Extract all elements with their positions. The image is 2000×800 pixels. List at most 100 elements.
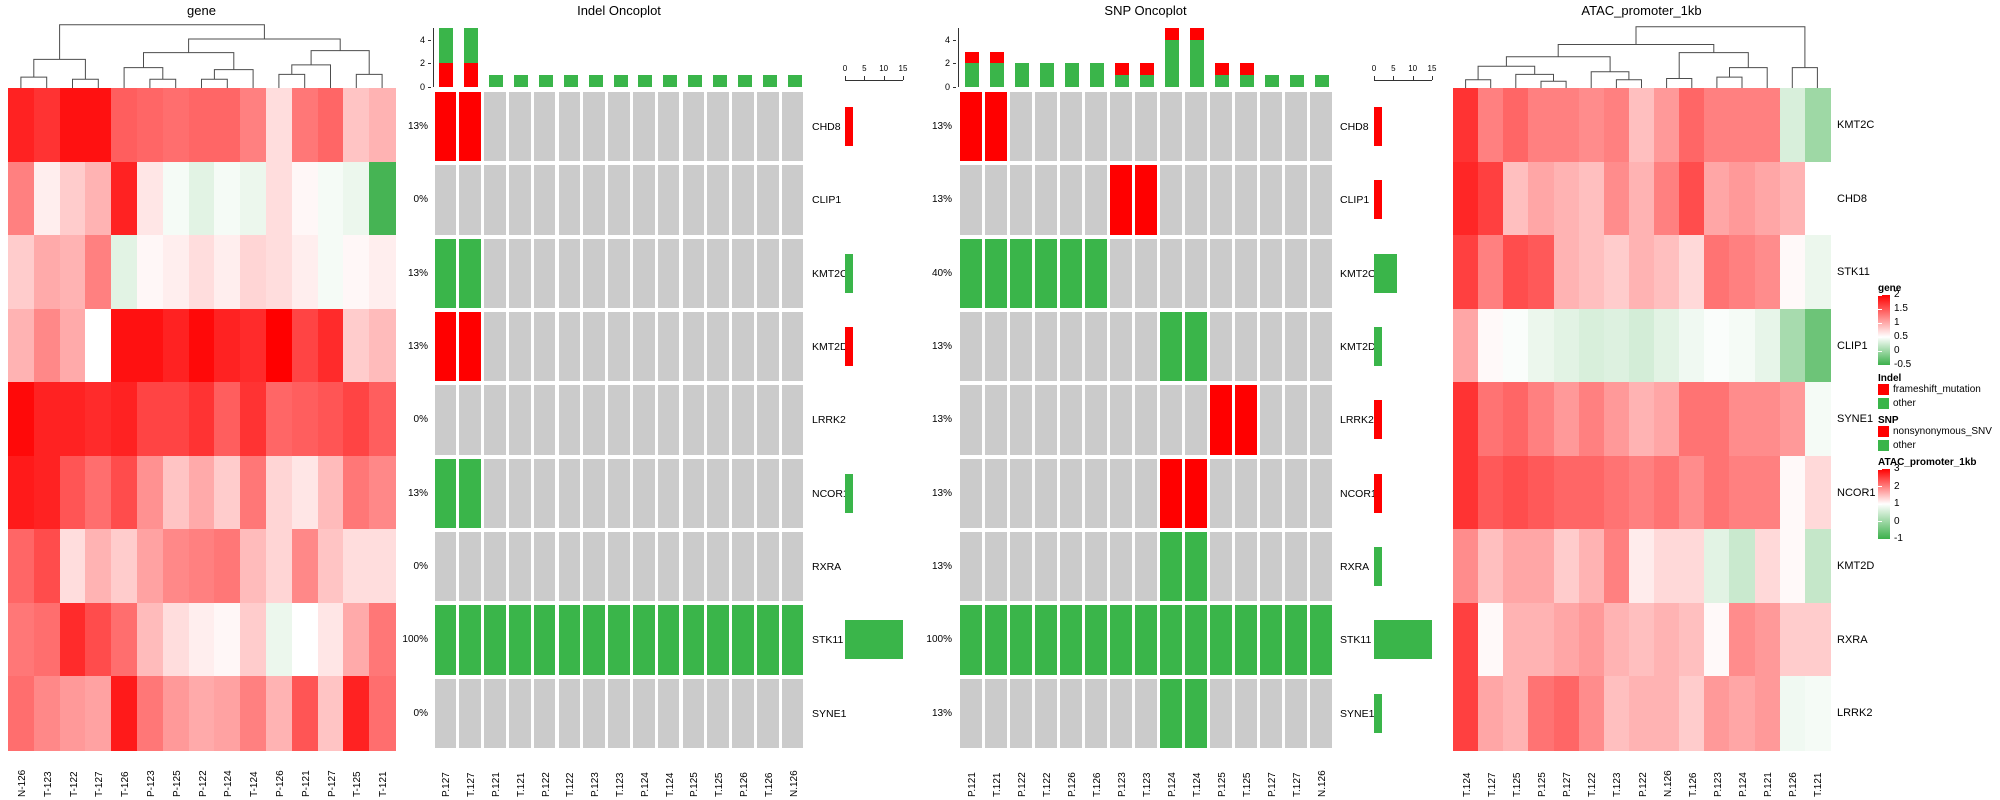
oncoplot-cell-empty [608,92,630,162]
percent-label: 0% [413,561,428,572]
heatmap-cell [188,602,215,678]
oncoplot-cell-mutation [608,605,630,675]
gene-name-label: CLIP1 [812,194,842,207]
heatmap-cell [8,529,35,604]
percent-label: 0% [413,414,428,426]
heatmap-cell [1503,161,1529,236]
top-axis-tick-label: 0 [944,82,950,92]
heatmap-cell [1654,676,1680,751]
oncoplot-cell-empty [1234,312,1257,382]
oncoplot-cell-empty [1284,92,1307,162]
legend-gene-tick-dash [1878,336,1882,338]
percent-label: 13% [931,121,952,132]
heatmap-cell [240,161,267,236]
oncoplot-cell-empty [1084,312,1107,382]
heatmap-cell [214,382,241,457]
oncoplot-cell-empty [558,532,581,602]
heatmap-cell [137,308,164,383]
oncoplot-cell-empty [657,532,680,602]
gene-name-label: LRRK2 [1340,414,1374,427]
top-barplot-segment [1114,75,1129,87]
oncoplot-cell-empty [781,385,804,455]
oncoplot-cell-empty [533,312,556,382]
heatmap-cell [1578,235,1605,310]
oncoplot-cell-empty [756,238,779,308]
top-barplot-segment [439,63,454,87]
snp-topbar-chart [958,28,1334,87]
heatmap-cell [1804,161,1831,236]
heatmap-cell [1553,382,1580,457]
oncoplot-cell-mutation [1184,532,1207,602]
top-axis-tick-label: 2 [944,58,950,69]
oncoplot-cell-empty [1309,458,1332,528]
column-label: P.127 [1562,772,1574,797]
snp-oncoplot-title: SNP Oncoplot [1104,3,1187,18]
oncoplot-cell-empty [1084,385,1107,455]
atac-row-label: NCOR1 [1837,486,1876,499]
column-label: T.127 [466,772,478,797]
oncoplot-cell-mutation [1159,532,1182,602]
right-barplot-bar [1374,400,1382,440]
column-label: P.123 [1116,772,1128,797]
oncoplot-cell-empty [533,678,556,748]
heatmap-cell [1603,382,1630,457]
gene-name-label: CHD8 [1340,121,1369,133]
oncoplot-cell-empty [756,678,779,748]
heatmap-cell [1628,602,1655,678]
heatmap-cell [1603,235,1630,310]
oncoplot-cell-empty [1159,385,1182,455]
right-barplot-bar [1374,620,1432,660]
heatmap-cell [1729,308,1756,383]
indel-percent-labels: 13% 0% 13% 13% 0% 13% 0% 100% 0% [394,90,428,750]
column-label: P.127 [1266,772,1278,797]
heatmap-cell [1704,235,1731,310]
oncoplot-cell-empty [1109,385,1132,455]
oncoplot-cell-empty [1234,238,1257,308]
oncoplot-cell-empty [558,458,581,528]
heatmap-cell [1779,382,1806,457]
heatmap-cell [8,382,35,457]
oncoplot-cell-empty [1284,165,1307,235]
heatmap-cell [33,602,61,678]
heatmap-cell [1679,529,1705,604]
oncoplot-cell-empty [1134,92,1157,162]
gene-name-label: STK11 [1340,634,1372,647]
oncoplot-cell-mutation [434,312,457,382]
heatmap-cell [188,676,215,751]
oncoplot-cell-empty [1159,165,1182,235]
oncoplot-cell-empty [1234,92,1257,162]
oncoplot-cell-empty [682,385,705,455]
oncoplot-cell-empty [1284,458,1307,528]
legend-snp-title: SNP [1878,415,1899,426]
right-axis-tick-mark [1432,76,1433,80]
heatmap-cell [1729,161,1756,236]
oncoplot-cell-empty [434,385,457,455]
column-label: T.124 [1461,772,1473,797]
oncoplot-cell-empty [1159,238,1182,308]
oncoplot-cell-empty [632,385,655,455]
right-barplot-bar [845,327,853,366]
legend-indel-item-label: frameshift_mutation [1893,384,1981,395]
heatmap-cell [1503,676,1529,751]
oncoplot-cell-empty [1259,238,1282,308]
oncoplot-cell-empty [984,532,1007,602]
top-barplot-segment [1190,39,1205,87]
heatmap-cell [1478,455,1504,530]
heatmap-cell [1654,88,1680,163]
legend-snp-swatch [1878,440,1889,451]
oncoplot-cell-mutation [1109,165,1132,235]
heatmap-cell [1754,161,1781,236]
oncoplot-cell-empty [632,92,655,162]
gene-name-label: KMT2D [1340,341,1376,353]
legend-gene-tick-dash [1878,308,1882,310]
column-label: T.121 [1813,772,1825,797]
heatmap-cell [1754,455,1781,530]
heatmap-cell [162,676,190,751]
heatmap-cell [317,235,344,310]
oncoplot-cell-mutation [1134,165,1157,235]
heatmap-cell [1578,308,1605,383]
heatmap-cell [1553,88,1580,163]
heatmap-cell [162,455,190,530]
heatmap-cell [1553,235,1580,310]
heatmap-cell [1729,529,1756,604]
